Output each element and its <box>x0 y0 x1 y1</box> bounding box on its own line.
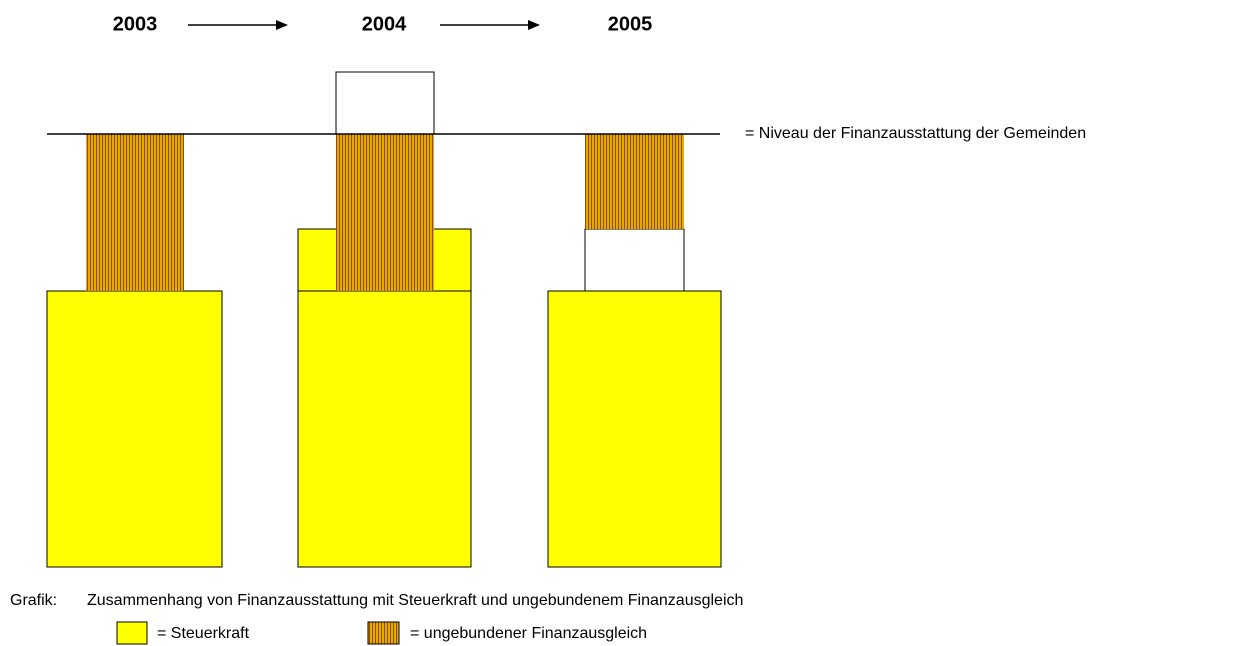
tax-power-block <box>46 290 223 568</box>
tax-power-block <box>547 290 722 568</box>
caption-prefix: Grafik: <box>10 592 57 609</box>
level-label: = Niveau der Finanzausstattung der Gemei… <box>745 125 1086 142</box>
year-label: 2003 <box>113 13 158 35</box>
year-label: 2004 <box>362 13 407 35</box>
legend-swatch <box>367 621 400 645</box>
excess-block <box>335 71 435 135</box>
legend-label: = ungebundener Finanzausgleich <box>410 625 647 642</box>
equalization-block <box>86 134 184 291</box>
arrow <box>188 20 540 30</box>
year-label: 2005 <box>608 13 653 35</box>
caption: Zusammenhang von Finanzausstattung mit S… <box>87 592 743 609</box>
equalization-block <box>336 134 434 291</box>
equalization-block <box>585 134 684 229</box>
legend-swatch <box>116 621 148 645</box>
tax-power-block <box>297 290 472 568</box>
gap-block <box>584 228 685 292</box>
legend-label: = Steuerkraft <box>157 625 250 642</box>
